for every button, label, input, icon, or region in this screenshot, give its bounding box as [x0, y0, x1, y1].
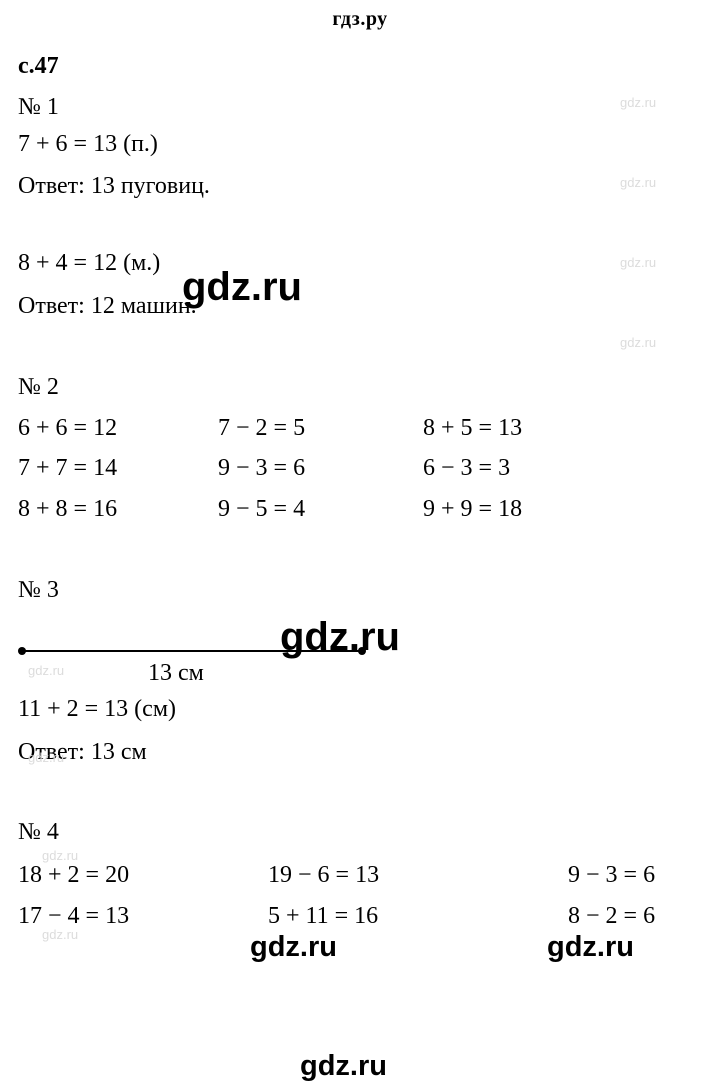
task2-col2: 7 − 2 = 5 9 − 3 = 6 9 − 5 = 4 — [218, 411, 423, 527]
task4-cell: 9 − 3 = 6 — [568, 858, 655, 893]
task2-columns: 6 + 6 = 12 7 + 7 = 14 8 + 8 = 16 7 − 2 =… — [18, 411, 702, 527]
site-title: гдз.ру — [332, 8, 387, 30]
task4-label: № 4 — [18, 815, 702, 850]
task4-cell: 17 − 4 = 13 — [18, 899, 268, 934]
segment-line-icon — [22, 650, 362, 652]
task2-cell: 6 − 3 = 3 — [423, 451, 522, 486]
task2-cell: 8 + 8 = 16 — [18, 492, 218, 527]
task2-cell: 9 − 5 = 4 — [218, 492, 423, 527]
task3-eq: 11 + 2 = 13 (см) — [18, 692, 702, 727]
task2-cell: 6 + 6 = 12 — [18, 411, 218, 446]
task2-label: № 2 — [18, 370, 702, 405]
watermark-big: gdz.ru — [250, 931, 337, 964]
task3-label: № 3 — [18, 573, 702, 608]
task2-cell: 9 + 9 = 18 — [423, 492, 522, 527]
task4-col3: 9 − 3 = 6 8 − 2 = 6 — [568, 858, 655, 934]
task4-columns: 18 + 2 = 20 17 − 4 = 13 19 − 6 = 13 5 + … — [18, 858, 702, 934]
task1-eq2: 8 + 4 = 12 (м.) — [18, 246, 702, 281]
line-segment-figure: 13 см — [18, 644, 702, 690]
task4-cell: 18 + 2 = 20 — [18, 858, 268, 893]
segment-endpoint-right — [358, 647, 366, 655]
task1-eq1: 7 + 6 = 13 (п.) — [18, 127, 702, 162]
task4-cell: 5 + 11 = 16 — [268, 899, 568, 934]
site-header: гдз.ру — [0, 0, 720, 31]
task2-col1: 6 + 6 = 12 7 + 7 = 14 8 + 8 = 16 — [18, 411, 218, 527]
page-content: с.47 № 1 7 + 6 = 13 (п.) Ответ: 13 пугов… — [0, 49, 720, 934]
task2-cell: 7 − 2 = 5 — [218, 411, 423, 446]
task4-col1: 18 + 2 = 20 17 − 4 = 13 — [18, 858, 268, 934]
watermark-big: gdz.ru — [547, 931, 634, 964]
task2-cell: 8 + 5 = 13 — [423, 411, 522, 446]
task2-col3: 8 + 5 = 13 6 − 3 = 3 9 + 9 = 18 — [423, 411, 522, 527]
task2-cell: 9 − 3 = 6 — [218, 451, 423, 486]
task4-cell: 19 − 6 = 13 — [268, 858, 568, 893]
task1-ans2: Ответ: 12 машин. — [18, 289, 702, 324]
task2-cell: 7 + 7 = 14 — [18, 451, 218, 486]
task4-col2: 19 − 6 = 13 5 + 11 = 16 — [268, 858, 568, 934]
task1-label: № 1 — [18, 90, 702, 125]
watermark-big: gdz.ru — [300, 1050, 387, 1083]
page-label: с.47 — [18, 49, 702, 84]
task1-ans1: Ответ: 13 пуговиц. — [18, 169, 702, 204]
task3-ans: Ответ: 13 см — [18, 735, 702, 770]
segment-length-label: 13 см — [148, 656, 204, 691]
task4-cell: 8 − 2 = 6 — [568, 899, 655, 934]
